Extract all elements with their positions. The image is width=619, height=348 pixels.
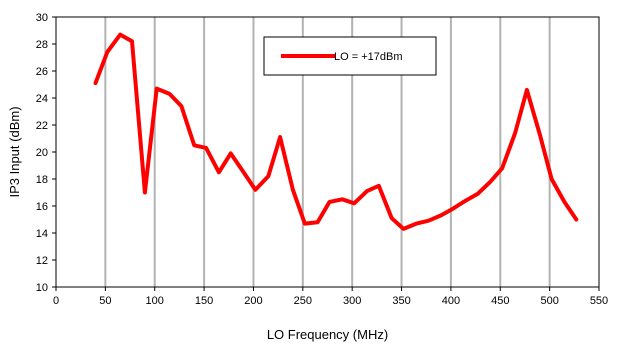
y-tick-label: 24 <box>36 93 48 105</box>
y-tick-label: 20 <box>36 147 48 159</box>
x-tick-label: 300 <box>343 295 361 307</box>
plot-border <box>55 16 600 288</box>
y-axis-label: IP3 Input (dBm) <box>7 106 22 197</box>
series-line-0 <box>93 32 579 231</box>
x-tick-label: 200 <box>244 295 262 307</box>
x-tick-label: 0 <box>53 295 59 307</box>
y-tick-label: 22 <box>36 120 48 132</box>
series-layer <box>93 32 579 231</box>
y-tick-label: 14 <box>36 228 48 240</box>
x-tick-label: 350 <box>392 295 410 307</box>
x-tick-label: 50 <box>99 295 111 307</box>
y-tick-label: 16 <box>36 201 48 213</box>
y-tick-label: 30 <box>36 12 48 24</box>
y-tick-label: 10 <box>36 282 48 294</box>
x-tick-label: 100 <box>146 295 164 307</box>
x-axis: 0 50 100 150 200 250 300 350 400 450 500 550 <box>53 287 608 307</box>
legend: LO = +17dBm <box>263 36 437 76</box>
x-tick-label: 250 <box>294 295 312 307</box>
x-tick-label: 150 <box>195 295 213 307</box>
y-tick-label: 12 <box>36 255 48 267</box>
y-tick-label: 18 <box>36 174 48 186</box>
x-axis-label: LO Frequency (MHz) <box>267 327 388 342</box>
y-tick-label: 26 <box>36 66 48 78</box>
x-tick-label: 450 <box>491 295 509 307</box>
x-tick-label: 400 <box>442 295 460 307</box>
y-tick-label: 28 <box>36 39 48 51</box>
legend-label: LO = +17dBm <box>334 51 403 63</box>
y-axis: 10 12 14 16 18 20 22 24 26 28 30 <box>36 12 56 294</box>
x-tick-label: 500 <box>540 295 558 307</box>
x-tick-label: 550 <box>590 295 608 307</box>
